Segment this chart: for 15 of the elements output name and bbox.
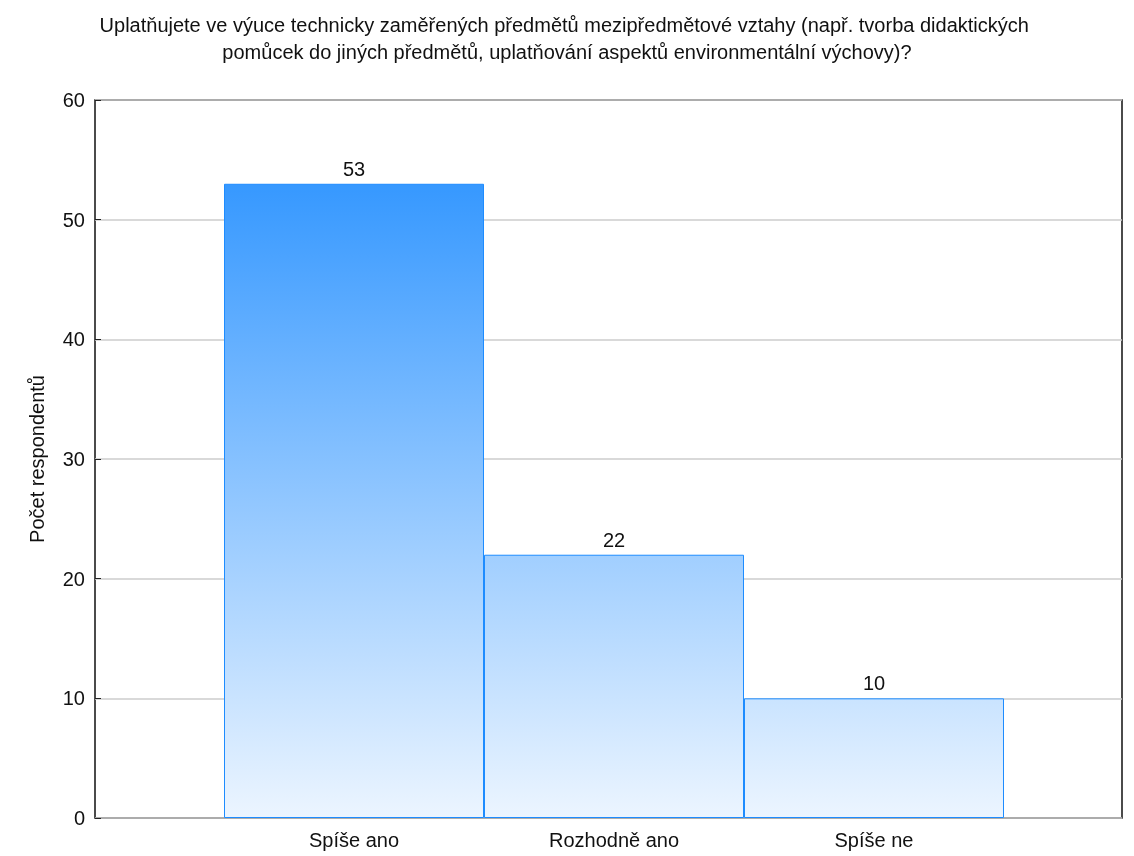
y-tick-label: 30	[62, 448, 85, 470]
y-tick-label: 50	[62, 208, 85, 231]
chart-title: Uplatňujete ve výuce technicky zaměřených předmětů mezipředmětové vztahy (např. tvorba didaktických pomůcek do jiných předmětů, uplatňování aspektů environmentální výchovy)?	[99, 13, 1035, 63]
data-label: 10	[862, 672, 886, 695]
y-tick-label: 10	[62, 687, 85, 710]
data-label: 53	[342, 157, 366, 180]
data-label: 22	[602, 528, 626, 551]
x-tick-label: Rozhodně ano	[548, 829, 680, 851]
y-axis-title: Počet respondentů	[26, 375, 48, 543]
x-tick-label: Spíše ano	[308, 829, 400, 851]
y-tick-label: 20	[62, 567, 85, 590]
y-tick-label: 60	[62, 89, 85, 111]
x-tick-label: Spíše ne	[834, 829, 914, 851]
y-tick-label: 0	[73, 807, 85, 829]
y-tick-label: 40	[62, 328, 85, 351]
